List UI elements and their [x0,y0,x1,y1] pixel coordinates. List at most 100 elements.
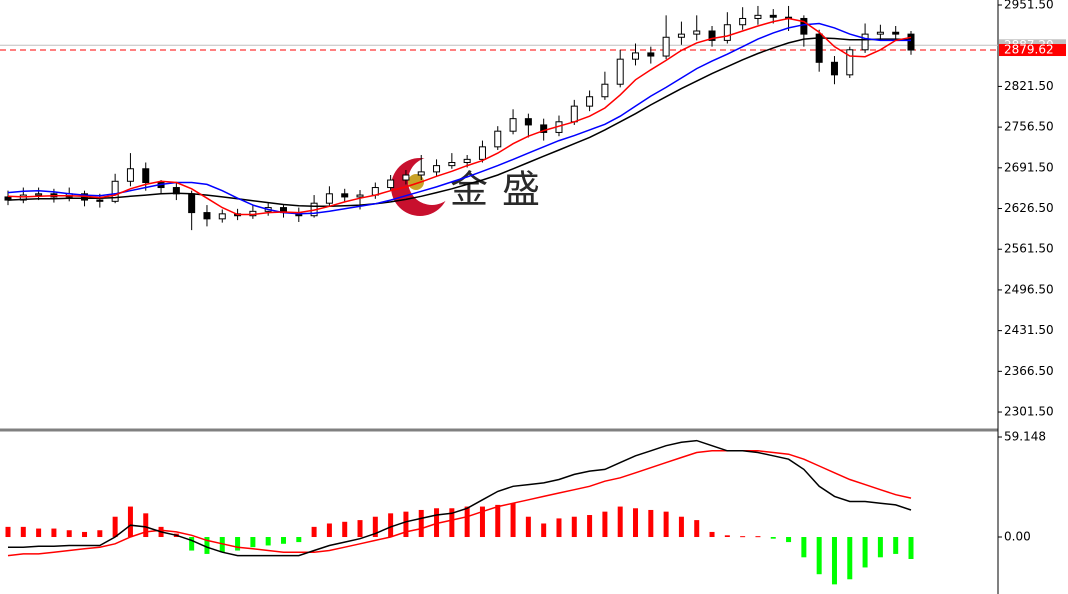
candle-body [739,17,747,26]
histogram-bar [801,537,807,558]
histogram-bar [877,537,883,558]
candle-body [463,158,471,163]
histogram-bar [571,516,577,538]
candle-body [800,17,808,35]
histogram-bar [250,537,256,548]
candle-body [861,33,869,51]
candle-body [769,14,777,18]
candle-body [433,165,441,173]
histogram-bar [770,537,776,539]
candle-body [35,193,43,196]
histogram-bar [694,520,700,538]
candle-body [417,171,425,176]
y-tick-label: 2561.50 [1004,242,1054,256]
macd-line [8,439,912,557]
y-tick-label: 59.148 [1004,429,1046,443]
histogram-bar [847,537,853,580]
candle-body [402,174,410,181]
histogram-bar [525,516,531,538]
moving-average [7,17,912,216]
candle-body [632,52,640,60]
histogram-bar [633,508,639,538]
candle-body [677,33,685,38]
candle-body [876,31,884,35]
histogram-bar [127,506,133,538]
candle-body [830,61,838,76]
watermark: 金盛 [450,168,554,212]
candle-body [846,49,854,76]
y-tick-label: 2691.50 [1004,160,1054,174]
histogram-bar [893,537,899,554]
histogram-bar [388,513,394,538]
candle-body [448,161,456,167]
histogram-bar [66,530,72,538]
candle-body [203,212,211,220]
candle-body [142,168,150,184]
histogram-bar [219,537,225,553]
histogram-bar [556,518,562,538]
histogram-bar [449,508,455,538]
histogram-bar [51,528,57,538]
histogram-bar [816,537,822,575]
candle-body [188,193,196,214]
candle-body [524,118,532,126]
histogram-bar [204,537,210,554]
y-tick-label: 2756.50 [1004,120,1054,134]
histogram-bar [678,516,684,538]
histogram-bar [862,537,868,568]
candle-body [356,194,364,198]
histogram-bar [724,535,730,538]
histogram-bar [20,526,26,538]
y-tick-label: 0.00 [1004,530,1031,544]
histogram-bar [510,503,516,538]
candle-body [494,130,502,148]
y-tick-label: 2626.50 [1004,201,1054,215]
histogram-bar [235,537,241,551]
candle-body [723,24,731,41]
histogram-bar [831,537,837,585]
histogram-bar [357,520,363,538]
moving-average [7,37,912,208]
histogram-bar [112,516,118,538]
candle-body [616,58,624,85]
y-tick-label: 2951.50 [1004,0,1054,12]
histogram-bar [97,530,103,538]
histogram-bar [342,521,348,538]
candle-body [126,168,134,182]
candle-body [601,83,609,98]
histogram-bar [372,516,378,538]
histogram-bar [189,537,195,551]
watermark-logo [391,157,456,216]
candle-body [540,124,548,133]
histogram-bar [541,523,547,538]
histogram-bar [709,531,715,538]
y-tick-label: 2301.50 [1004,405,1054,419]
candle-body [586,96,594,107]
histogram-bar [740,536,746,538]
candle-body [815,33,823,63]
histogram-bar [326,523,332,538]
candle-body [892,31,900,35]
histogram-bar [280,537,286,544]
candle-body [647,52,655,57]
histogram-bar [143,513,149,538]
histogram-bar [265,537,271,546]
signal-line [7,450,912,557]
candle-body [325,193,333,204]
price-label-box [999,44,1066,57]
candle-body [907,33,915,51]
logo-dot [408,174,424,190]
price-label: 2879.62 [1004,43,1054,57]
histogram-bar [311,526,317,538]
candle-body [111,180,119,202]
candle-body [509,118,517,132]
y-tick-label: 2366.50 [1004,364,1054,378]
histogram-bar [5,526,11,538]
histogram-bar [648,509,654,538]
histogram-bar [296,537,302,543]
histogram-bar [434,508,440,538]
candle-body [478,146,486,160]
candle-body [708,30,716,41]
